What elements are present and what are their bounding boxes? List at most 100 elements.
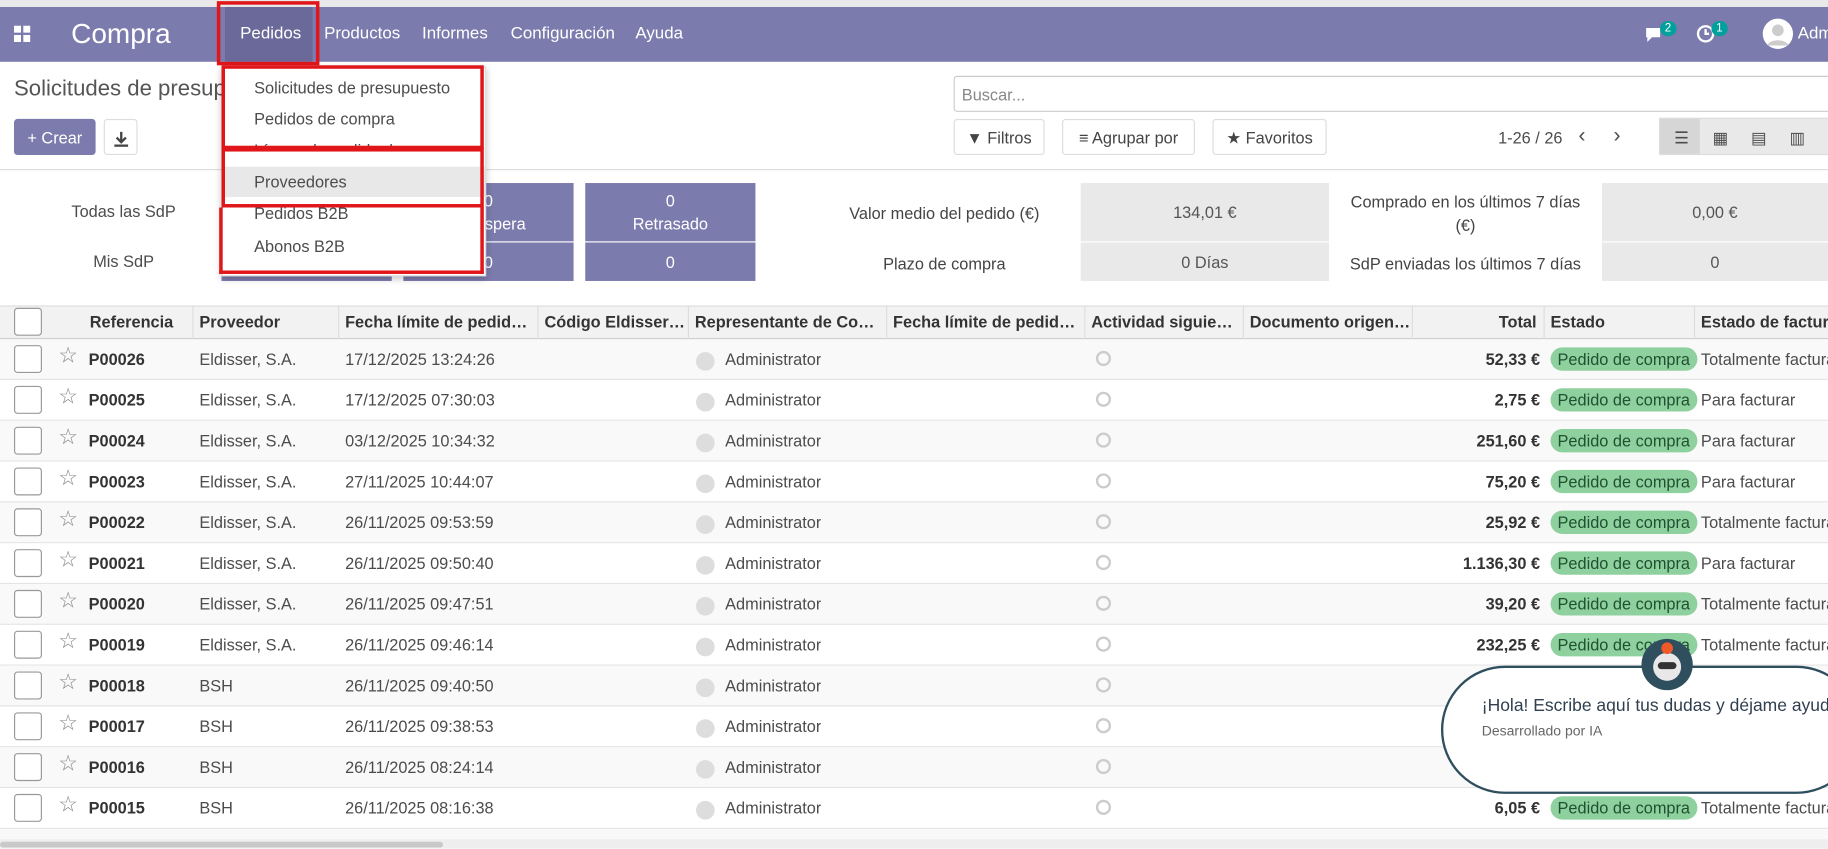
row-checkbox[interactable] (13, 793, 42, 822)
row-checkbox[interactable] (13, 549, 42, 578)
graph-view[interactable]: ▥ (1789, 128, 1805, 147)
star-icon[interactable]: ☆ (58, 711, 79, 736)
column-header[interactable]: Representante de Co… (689, 305, 888, 340)
row (0, 380, 1828, 421)
dropdown-item[interactable]: Solicitudes de presupuesto (254, 78, 451, 97)
representative: Administrator (725, 676, 822, 695)
star-icon[interactable]: ☆ (58, 384, 79, 410)
activity-icon[interactable] (1095, 554, 1112, 571)
menu-item[interactable]: Informes (422, 24, 488, 44)
row-checkbox[interactable] (13, 671, 42, 700)
pivot-view[interactable]: ▤ (1751, 128, 1767, 147)
list-view[interactable] (1660, 118, 1700, 154)
star-icon[interactable]: ☆ (58, 629, 79, 655)
star-icon[interactable]: ☆ (58, 547, 79, 573)
representative: Administrator (725, 716, 822, 736)
order-date: 17/12/2025 07:30:03 (345, 390, 495, 410)
representative: Administrator (725, 390, 822, 410)
activity-icon[interactable] (1095, 514, 1112, 530)
favorites-label: Favoritos (1245, 128, 1313, 147)
apps-icon[interactable] (13, 25, 31, 42)
column-header[interactable]: Código Eldisser… (539, 305, 689, 340)
star-icon[interactable]: ☆ (58, 466, 79, 491)
menu-item[interactable]: Productos (324, 24, 401, 44)
user-avatar[interactable] (1762, 17, 1795, 50)
activity-icon[interactable] (1095, 718, 1112, 734)
reference: P00018 (88, 676, 145, 695)
status-badge: Pedido de compra (1550, 388, 1698, 412)
chat-avatar[interactable] (1639, 637, 1695, 693)
star-icon[interactable]: ☆ (58, 588, 79, 614)
create-button[interactable]: + Crear (13, 118, 96, 156)
row-checkbox[interactable] (13, 508, 42, 537)
header-checkbox[interactable] (13, 307, 42, 336)
activity-icon[interactable] (1095, 758, 1112, 775)
column-header[interactable]: Proveedor (194, 305, 340, 340)
row-checkbox[interactable] (13, 753, 42, 782)
user-name[interactable]: Administrator (1797, 24, 1828, 44)
menu-item[interactable]: Pedidos (240, 24, 302, 44)
star-icon[interactable]: ☆ (58, 792, 79, 818)
activity-icon[interactable] (1095, 595, 1112, 611)
activity-icon[interactable] (1095, 799, 1112, 815)
chat-bubble[interactable]: ¡Hola! Escribe aquí tus dudas y déjame a… (1440, 665, 1828, 794)
row-checkbox[interactable] (13, 630, 42, 659)
messages-badge: 2 (1660, 20, 1676, 37)
order-date: 26/11/2025 09:53:59 (345, 512, 494, 532)
order-date: 26/11/2025 09:50:40 (345, 553, 494, 573)
row-checkbox[interactable] (13, 467, 42, 496)
row (0, 584, 1828, 625)
column-header[interactable]: Fecha límite de pedid… (339, 305, 539, 340)
vendor: BSH (199, 676, 233, 695)
row-checkbox[interactable] (13, 589, 42, 618)
row-checkbox[interactable] (13, 385, 42, 414)
vendor: BSH (199, 757, 233, 777)
status-badge: Pedido de compra (1550, 469, 1698, 494)
pager-prev[interactable]: ‹ (1578, 123, 1586, 147)
total: 2,75 € (1494, 390, 1541, 410)
invoice-status: Totalmente facturado (1700, 349, 1828, 369)
star-icon[interactable]: ☆ (58, 507, 79, 532)
activity-icon[interactable] (1095, 636, 1112, 652)
rep-avatar (695, 596, 715, 616)
kanban-view[interactable]: ▦ (1712, 128, 1729, 147)
dropdown-item[interactable]: Proveedores (222, 166, 485, 198)
star-icon[interactable]: ☆ (58, 751, 79, 777)
download-button[interactable] (103, 118, 138, 156)
activity-icon[interactable] (1095, 391, 1112, 407)
dropdown-item[interactable]: Pedidos de compra (254, 109, 395, 129)
messages-icon[interactable] (1644, 26, 1665, 45)
row (0, 624, 1828, 666)
dropdown-item[interactable]: Abonos B2B (254, 236, 345, 256)
app-name[interactable]: Compra (71, 18, 171, 51)
column-header[interactable]: Actividad siguie… (1085, 305, 1244, 340)
column-header[interactable]: Documento origen… (1244, 305, 1413, 340)
pager-next[interactable]: › (1613, 123, 1621, 147)
menu-item[interactable]: Configuración (510, 24, 615, 44)
search-input[interactable]: Buscar... (953, 75, 1828, 112)
star-icon[interactable]: ☆ (58, 670, 79, 695)
star-icon[interactable]: ☆ (58, 425, 79, 451)
star-icon[interactable]: ☆ (58, 343, 79, 369)
row (0, 420, 1828, 462)
row-checkbox[interactable] (13, 426, 42, 455)
group-button[interactable]: ≡ Agrupar por (1062, 118, 1195, 156)
menu-item[interactable]: Ayuda (635, 24, 684, 44)
order-date: 26/11/2025 08:16:38 (345, 798, 494, 818)
reference: P00016 (88, 757, 145, 777)
filters-button[interactable]: ▼ Filtros (953, 118, 1045, 156)
column-header[interactable]: Estado (1545, 305, 1696, 340)
row-checkbox[interactable] (13, 712, 42, 741)
dropdown-item[interactable]: Pedidos B2B (254, 204, 349, 223)
column-header[interactable]: Total (1413, 305, 1545, 340)
activity-icon[interactable] (1095, 677, 1112, 693)
column-header[interactable]: Estado de facturación (1695, 305, 1828, 339)
row-checkbox[interactable] (13, 345, 42, 374)
column-header[interactable]: Fecha límite de pedid… (887, 305, 1086, 340)
favorites-button[interactable]: ★ Favoritos (1212, 118, 1327, 156)
row (0, 828, 1828, 841)
activity-icon[interactable] (1095, 473, 1112, 489)
activity-icon[interactable] (1095, 350, 1112, 367)
activity-icon[interactable] (1095, 432, 1112, 448)
column-header[interactable]: Referencia (84, 305, 194, 340)
